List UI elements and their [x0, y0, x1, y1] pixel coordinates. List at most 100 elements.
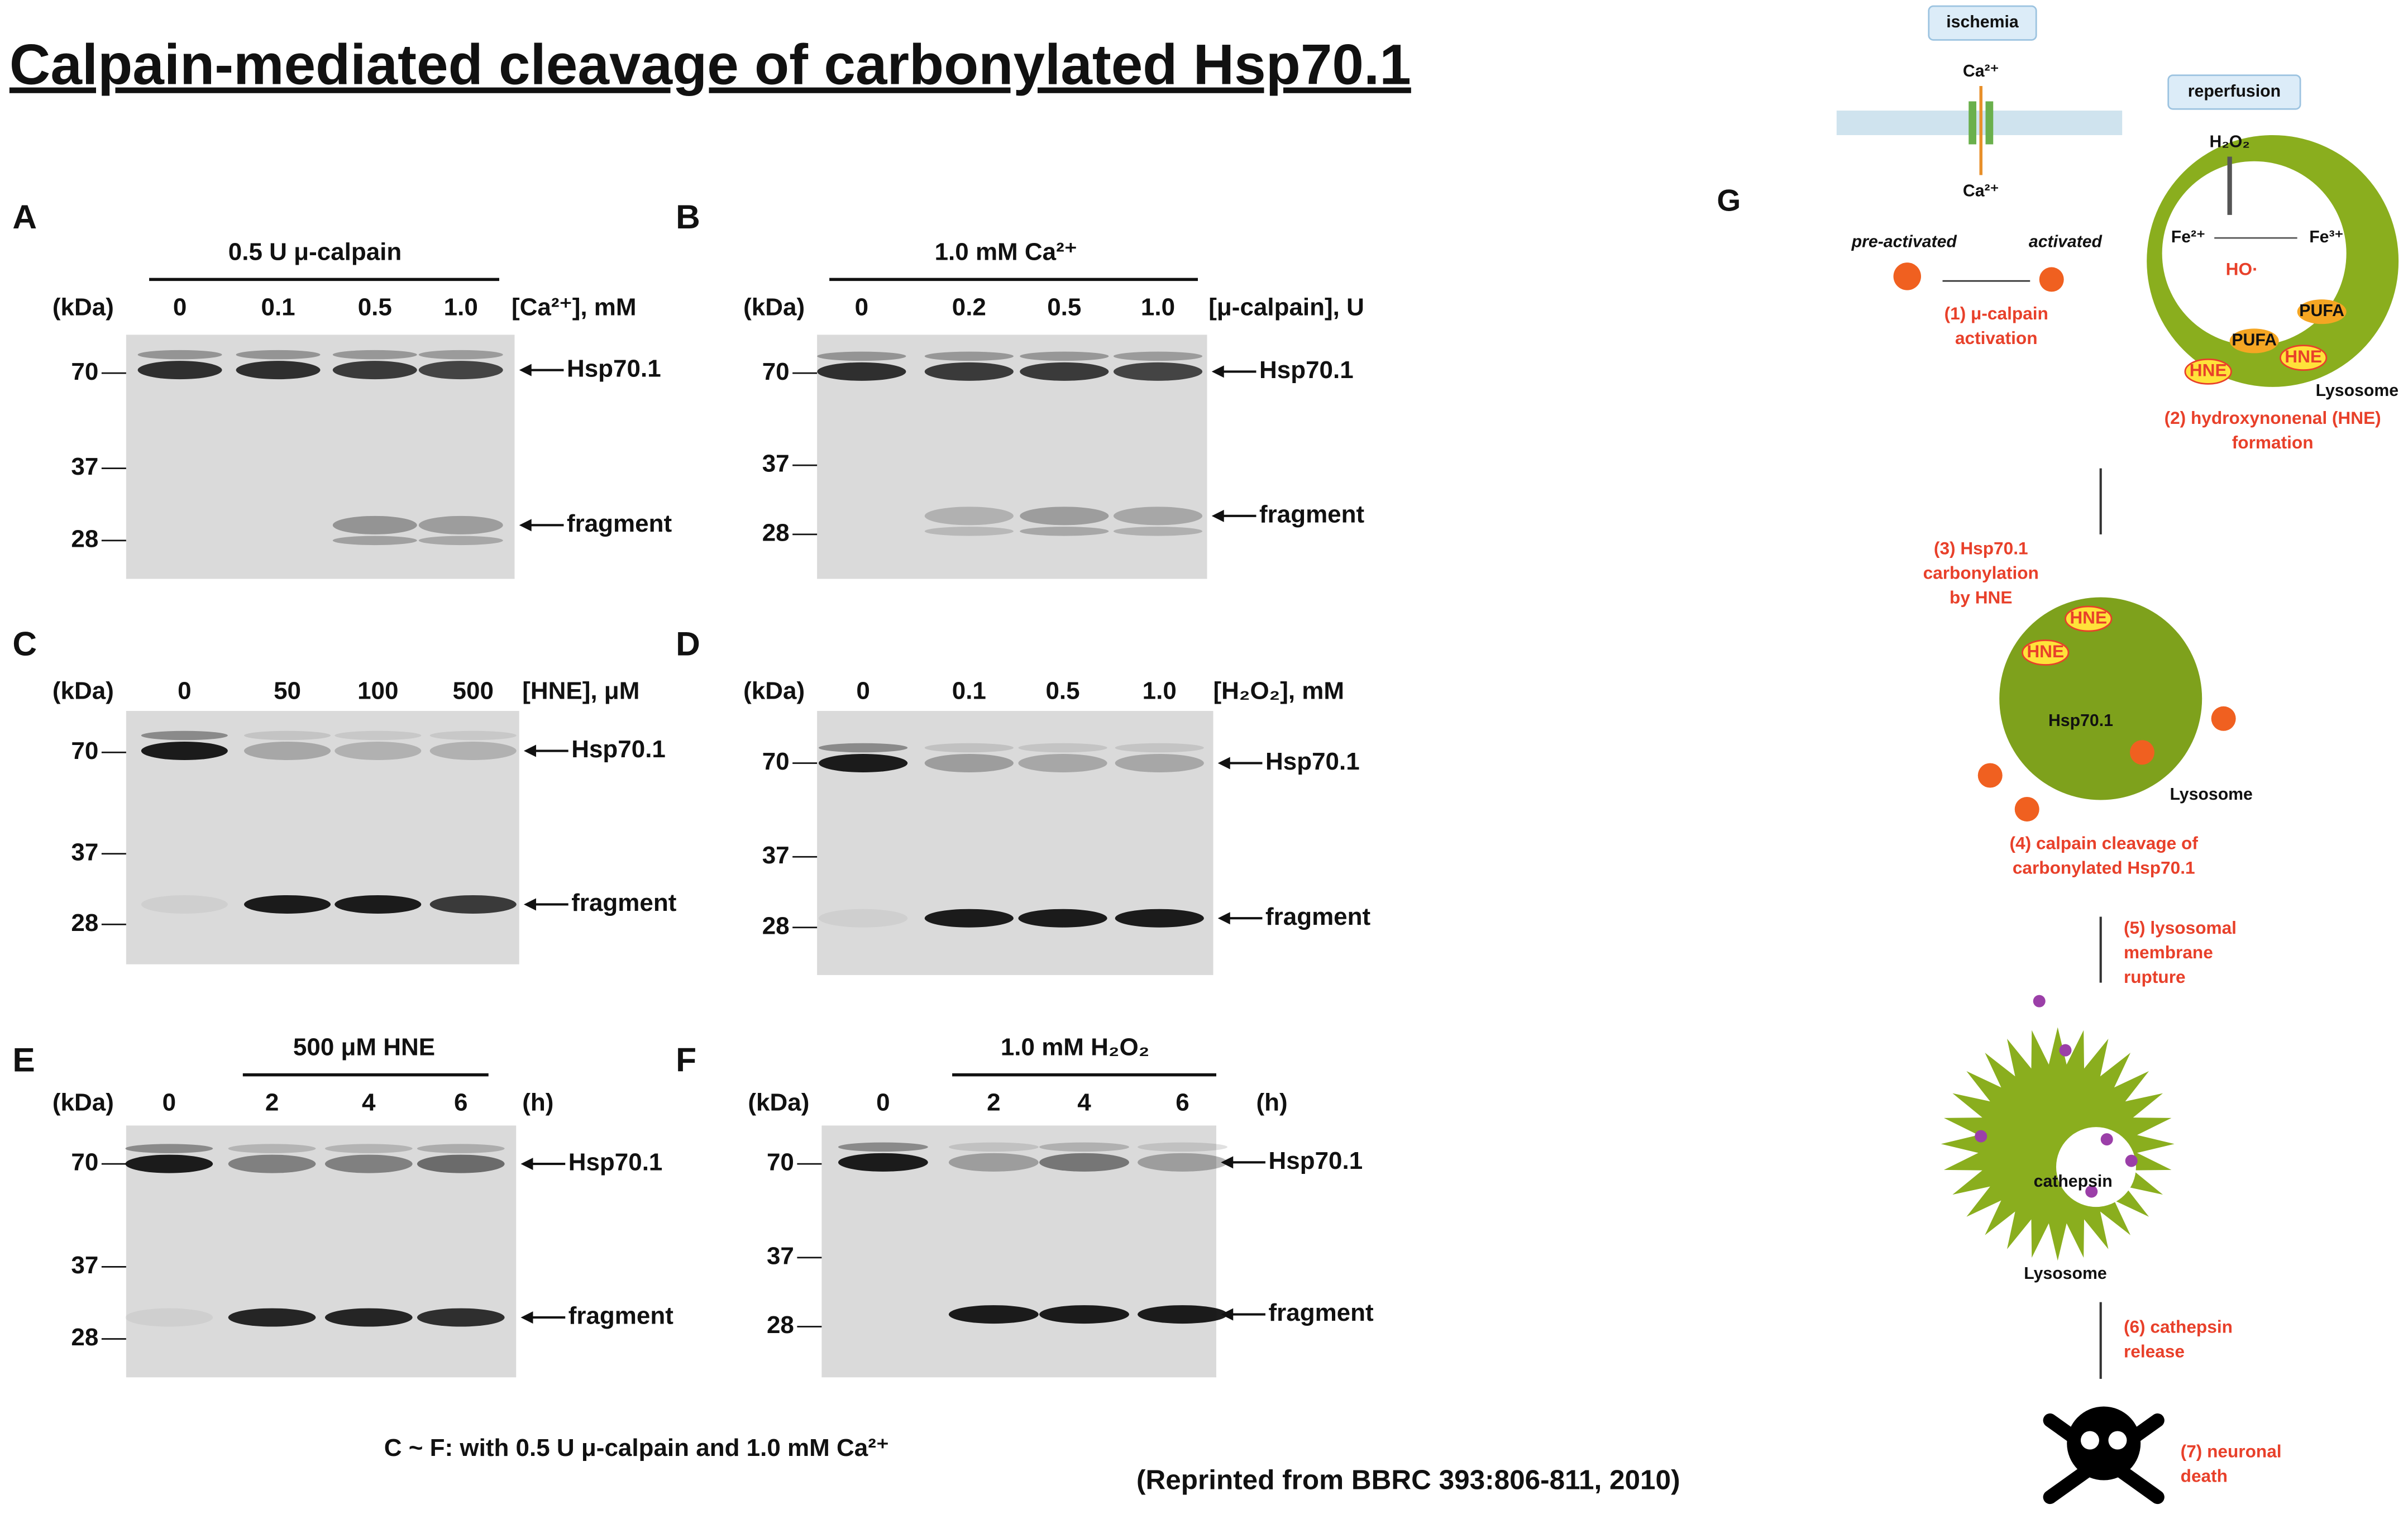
- lane-label: 6: [454, 1089, 467, 1116]
- band: [1115, 754, 1204, 772]
- pufa: [2229, 328, 2279, 354]
- band: [1115, 909, 1204, 928]
- panel-header: 1.0 mM H₂O₂: [1001, 1034, 1149, 1061]
- head: [2067, 1406, 2141, 1480]
- hne: HNE: [2027, 641, 2064, 661]
- lane-label: 1.0: [444, 293, 478, 321]
- panel-header: 500 μM HNE: [293, 1034, 435, 1061]
- arrow-head: [520, 1311, 533, 1324]
- band: [335, 895, 422, 914]
- band: [417, 1154, 505, 1173]
- lumen: [2162, 161, 2347, 346]
- step-text: (3) Hsp70.1: [1934, 538, 2028, 558]
- band: [1020, 507, 1109, 526]
- band: [1113, 362, 1203, 381]
- calpain: [2014, 796, 2039, 822]
- panel-header: 0.5 U μ-calpain: [228, 238, 402, 265]
- band: [817, 351, 906, 361]
- band-label: Hsp70.1: [571, 735, 666, 763]
- band: [1138, 1305, 1227, 1324]
- ho: HO·: [2226, 259, 2258, 279]
- box: [2167, 74, 2301, 110]
- skull: [2043, 1406, 2165, 1505]
- band: [429, 895, 517, 914]
- step-text: formation: [2232, 432, 2314, 452]
- step-text: carbonylation: [1923, 563, 2039, 583]
- gels: A 0.5 U μ-calpain (kDa) 0 0.1 0.5 1.0 [Ca²⁺], m…: [12, 198, 1374, 1378]
- hne: [2022, 639, 2070, 666]
- band: [125, 1154, 213, 1173]
- panel-label: B: [676, 198, 700, 236]
- band: [418, 361, 503, 380]
- lane-label: 0: [178, 677, 191, 705]
- band: [332, 350, 417, 360]
- band: [324, 1308, 413, 1327]
- step-text: (1) μ-calpain: [1944, 303, 2048, 323]
- band: [125, 1308, 213, 1327]
- band: [1039, 1142, 1129, 1152]
- band: [924, 351, 1014, 361]
- lane-label: 0: [856, 677, 869, 705]
- panel-label: G: [1717, 183, 1741, 217]
- band: [1020, 351, 1109, 361]
- hne: [2280, 345, 2328, 371]
- lane-label: 0.2: [952, 293, 986, 321]
- band: [324, 1144, 413, 1153]
- band-label: fragment: [571, 889, 677, 916]
- band: [838, 1142, 928, 1152]
- box: [1928, 5, 2037, 41]
- band: [1138, 1142, 1227, 1152]
- band: [1113, 351, 1203, 361]
- band: [948, 1305, 1039, 1324]
- marker-label: 37: [71, 1252, 98, 1279]
- band: [924, 909, 1014, 928]
- step-text: (4) calpain cleavage of: [2010, 833, 2199, 853]
- lane-label: 0: [173, 293, 187, 321]
- kda-label: (kDa): [748, 1089, 809, 1116]
- band: [332, 361, 417, 380]
- arrow-head: [519, 519, 532, 532]
- band: [948, 1142, 1039, 1152]
- channel: [1985, 101, 1994, 145]
- ca-label: Ca²⁺: [1963, 62, 1999, 80]
- band-label: Hsp70.1: [1259, 356, 1354, 384]
- band: [924, 507, 1014, 526]
- band: [244, 895, 331, 914]
- unit-label: (h): [522, 1089, 553, 1116]
- ca-label: Ca²⁺: [1963, 182, 1999, 200]
- credit: (Reprinted from BBRC 393:806-811, 2010): [1136, 1464, 1680, 1495]
- marker-label: 37: [71, 453, 98, 480]
- band: [125, 1144, 213, 1153]
- kda-label: (kDa): [52, 293, 114, 321]
- band: [332, 536, 417, 546]
- step-text: release: [2124, 1341, 2185, 1362]
- band: [236, 361, 321, 380]
- band: [1138, 1153, 1227, 1172]
- band-label: fragment: [1268, 1299, 1374, 1326]
- eye: [2080, 1431, 2099, 1450]
- panel-label: F: [676, 1041, 696, 1079]
- star-body: [1941, 1027, 2175, 1261]
- activated: activated: [2029, 232, 2103, 251]
- marker-label: 28: [71, 909, 98, 937]
- lysosome-label: Lysosome: [2024, 1264, 2106, 1283]
- calpain: [1893, 262, 1922, 290]
- lane-label: 0: [876, 1089, 890, 1116]
- lysosome-label: Lysosome: [2316, 381, 2399, 400]
- pufa: PUFA: [2232, 331, 2277, 349]
- marker-label: 28: [767, 1311, 794, 1339]
- lane-label: 0.5: [1045, 677, 1079, 705]
- panel-label: C: [12, 625, 37, 663]
- band: [417, 1308, 505, 1327]
- unit-label: [Ca²⁺], mM: [512, 293, 637, 321]
- lane-label: 0.1: [261, 293, 295, 321]
- band: [244, 730, 331, 741]
- band: [1018, 909, 1107, 928]
- marker-label: 70: [71, 1149, 98, 1176]
- band: [1115, 743, 1204, 753]
- band: [141, 895, 228, 914]
- band: [236, 350, 321, 360]
- band-label: fragment: [1265, 903, 1371, 930]
- band: [429, 730, 517, 741]
